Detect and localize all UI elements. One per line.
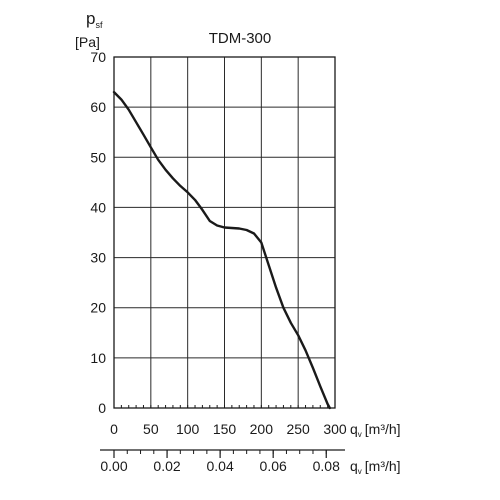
svg-text:qv[m³/h]: qv [m³/h] <box>350 421 401 439</box>
secondary-x-axis: 0.00 0.02 0.04 0.06 0.08 <box>100 449 345 474</box>
y-axis-ticks: 0 10 20 30 40 50 60 70 <box>90 49 106 416</box>
y-tick-label: 10 <box>90 350 106 366</box>
secondary-x-tick-label: 0.00 <box>100 458 127 474</box>
secondary-x-axis-unit: [m³/h] <box>365 458 401 474</box>
x-tick-label: 200 <box>250 421 274 437</box>
grid <box>113 56 336 409</box>
secondary-x-tick-label: 0.02 <box>153 458 180 474</box>
y-tick-label: 50 <box>90 149 106 165</box>
y-axis-symbol: p <box>86 9 95 28</box>
y-tick-label: 30 <box>90 250 106 266</box>
y-tick-label: 60 <box>90 99 106 115</box>
y-tick-label: 70 <box>90 49 106 65</box>
series-layer <box>112 90 331 410</box>
secondary-x-tick-label: 0.06 <box>260 458 287 474</box>
y-axis-unit: [Pa] <box>75 34 100 50</box>
x-axis-symbol: q <box>350 421 358 437</box>
plot-frame <box>113 56 336 409</box>
secondary-x-axis-symbol: q <box>350 458 358 474</box>
chart-title: TDM-300 <box>209 30 272 47</box>
x-tick-label: 300 <box>323 421 347 437</box>
x-tick-label: 50 <box>143 421 159 437</box>
x-tick-label: 150 <box>213 421 237 437</box>
x-tick-label: 250 <box>286 421 310 437</box>
svg-text:qv[m³/h]: qv [m³/h] <box>350 458 401 476</box>
svg-text:psf: psf <box>86 9 103 30</box>
secondary-x-tick-label: 0.08 <box>313 458 340 474</box>
y-tick-label: 20 <box>90 300 106 316</box>
y-tick-label: 40 <box>90 199 106 215</box>
x-tick-label: 0 <box>110 421 118 437</box>
y-axis-label: psf [Pa] <box>75 9 103 50</box>
x-axis-subscript: v <box>358 430 362 439</box>
x-axis-ticks: 0 50 100 150 200 250 300 <box>110 421 347 437</box>
secondary-x-axis-subscript: v <box>358 467 362 476</box>
secondary-x-tick-label: 0.04 <box>206 458 233 474</box>
secondary-x-axis-label: qv [m³/h] <box>350 458 401 476</box>
y-tick-label: 0 <box>98 400 106 416</box>
y-axis-subscript: sf <box>95 20 103 30</box>
x-tick-label: 100 <box>176 421 200 437</box>
x-axis-label: qv [m³/h] <box>350 421 401 439</box>
x-axis-unit: [m³/h] <box>365 421 401 437</box>
fan-curve-line <box>112 90 331 410</box>
